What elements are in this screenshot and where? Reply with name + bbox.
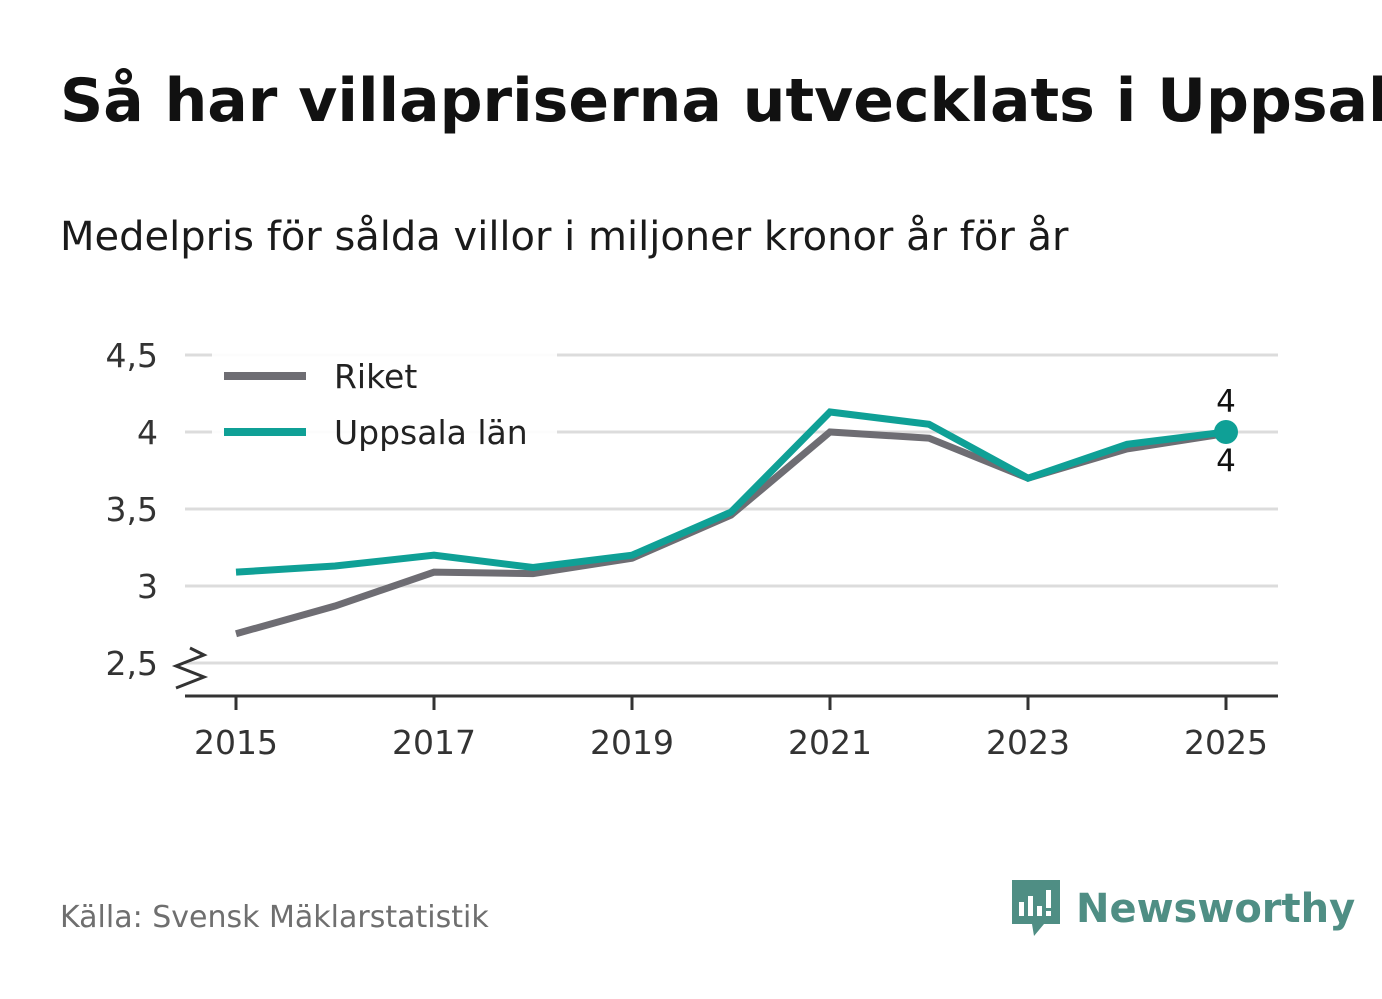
source-note: Källa: Svensk Mäklarstatistik <box>60 900 489 935</box>
x-tick-label: 2015 <box>194 723 278 762</box>
x-tick-label: 2019 <box>590 723 674 762</box>
y-tick-label: 3 <box>137 567 158 606</box>
end-point-marker <box>1214 420 1238 444</box>
end-data-label: 4 <box>1216 444 1236 480</box>
series-line <box>235 408 1227 576</box>
y-tick-label: 3,5 <box>106 490 158 529</box>
y-tick-label: 4 <box>137 413 158 452</box>
y-axis-ticks: 2,5 3 3,5 4 4,5 <box>106 336 158 683</box>
x-tick-label: 2023 <box>986 723 1070 762</box>
x-axis: 2015 2017 2019 2021 2023 2025 <box>171 646 1278 762</box>
end-data-label: 4 <box>1216 384 1236 420</box>
chart-title: Så har villapriserna utvecklats i Uppsal… <box>60 66 1382 136</box>
y-tick-label: 2,5 <box>106 644 158 683</box>
x-tick-label: 2021 <box>788 723 872 762</box>
legend-label: Uppsala län <box>334 413 528 452</box>
end-labels: 44 <box>1214 384 1238 480</box>
y-tick-label: 4,5 <box>106 336 158 375</box>
x-tick-label: 2017 <box>392 723 476 762</box>
x-tick-label: 2025 <box>1184 723 1268 762</box>
brand-logo: Newsworthy <box>1010 878 1355 940</box>
chart-subtitle: Medelpris för sålda villor i miljoner kr… <box>60 214 1069 260</box>
legend-background <box>212 352 557 464</box>
series-lines <box>235 408 1227 638</box>
newsworthy-logo-icon <box>1012 880 1060 936</box>
brand-name: Newsworthy <box>1076 886 1356 932</box>
legend: Riket Uppsala län <box>212 352 557 464</box>
legend-label: Riket <box>334 357 417 396</box>
axis-break-icon <box>171 646 209 690</box>
